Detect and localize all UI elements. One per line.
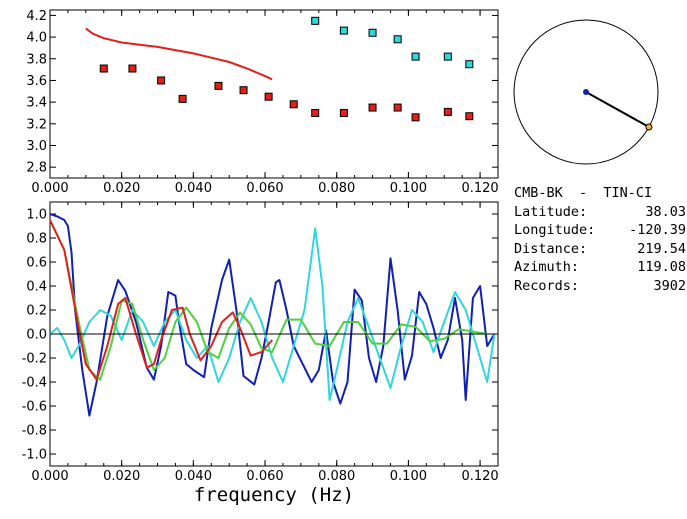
bottom-blue-trace: [49, 213, 496, 417]
top-red-marker: [465, 112, 474, 121]
longitude-value: -120.39: [629, 222, 686, 238]
station-info-panel: CMB-BK - TIN-CI Latitude: 38.03 Longitude…: [514, 184, 686, 295]
top-y-tick-label: 2.8: [26, 161, 47, 176]
top-cyan-marker: [368, 28, 377, 37]
azimuth-circle: [513, 19, 659, 165]
top-red-marker: [128, 64, 137, 73]
bottom-y-tick-label: -0.6: [22, 400, 47, 415]
top-chart: 0.000 0.020 0.040 0.060 0.080 0.100 0.120 2.8 3.…: [26, 9, 498, 196]
bottom-x-tick-label: 0.100: [390, 469, 427, 484]
station-pair-label: CMB-BK - TIN-CI: [514, 185, 653, 201]
bottom-chart-series: [49, 213, 498, 417]
top-red-marker: [264, 92, 273, 101]
top-chart-frame: [49, 9, 499, 179]
top-y-tick-label: 3.6: [26, 74, 47, 89]
records-value: 3902: [653, 277, 686, 294]
bottom-x-tick-label: 0.000: [31, 469, 68, 484]
latitude-label: Latitude:: [514, 203, 588, 220]
top-red-marker: [339, 108, 348, 117]
top-x-tick-label: 0.000: [31, 181, 68, 196]
top-cyan-marker: [393, 35, 402, 44]
latitude-row: Latitude: 38.03: [514, 203, 686, 222]
top-y-tick-label: 3.2: [26, 117, 47, 132]
bottom-y-tick-label: 0.4: [26, 280, 47, 295]
top-chart-axes: 0.000 0.020 0.040 0.060 0.080 0.100 0.120 2.8 3.…: [26, 9, 498, 196]
top-red-marker: [99, 64, 108, 73]
top-y-tick-label: 3.0: [26, 139, 47, 154]
records-row: Records: 3902: [514, 277, 686, 296]
bottom-green-trace: [49, 219, 488, 381]
top-x-tick-label: 0.020: [103, 181, 140, 196]
bottom-y-tick-label: -1.0: [22, 448, 47, 463]
records-label: Records:: [514, 277, 580, 294]
top-cyan-marker: [339, 26, 348, 35]
azimuth-origin-dot: [583, 89, 589, 95]
top-red-curve: [85, 27, 273, 81]
top-x-tick-label: 0.080: [318, 181, 355, 196]
top-cyan-marker: [465, 60, 474, 69]
top-red-marker: [443, 107, 452, 116]
top-cyan-marker: [311, 16, 320, 25]
top-x-tick-label: 0.060: [246, 181, 283, 196]
distance-value: 219.54: [637, 240, 686, 257]
longitude-label: Longitude:: [514, 222, 596, 238]
top-x-tick-label: 0.120: [461, 181, 498, 196]
top-red-marker: [393, 103, 402, 112]
bottom-y-tick-label: 1.0: [26, 208, 47, 223]
top-x-tick-label: 0.100: [390, 181, 427, 196]
top-red-marker: [178, 94, 187, 103]
top-y-tick-label: 4.2: [26, 9, 47, 24]
bottom-x-tick-label: 0.040: [175, 469, 212, 484]
bottom-y-tick-label: -0.8: [22, 424, 47, 439]
top-y-tick-label: 4.0: [26, 31, 47, 46]
top-y-tick-label: 3.8: [26, 52, 47, 67]
bottom-y-tick-label: 0.6: [26, 256, 47, 271]
azimuth-value: 119.08: [637, 259, 686, 275]
bottom-cyan-trace: [49, 227, 496, 401]
top-red-marker: [289, 100, 298, 109]
top-y-tick-label: 3.4: [26, 96, 47, 111]
azimuth-line: [585, 91, 650, 128]
latitude-value: 38.03: [645, 203, 686, 220]
top-red-marker: [368, 103, 377, 112]
bottom-x-tick-label: 0.060: [246, 469, 283, 484]
top-cyan-marker: [443, 52, 452, 61]
longitude-row: Longitude: -120.39: [514, 221, 686, 240]
bottom-x-tick-label: 0.120: [461, 469, 498, 484]
bottom-y-tick-label: -0.4: [22, 376, 47, 391]
azimuth-row: Azimuth: 119.08: [514, 258, 686, 277]
azimuth-endpoint-dot: [645, 123, 653, 131]
top-red-marker: [411, 113, 420, 122]
azimuth-label: Azimuth:: [514, 259, 580, 275]
bottom-y-tick-label: 0.8: [26, 232, 47, 247]
top-cyan-marker: [411, 52, 420, 61]
x-axis-title: frequency (Hz): [194, 484, 354, 506]
top-x-tick-label: 0.040: [175, 181, 212, 196]
bottom-y-tick-label: 0.0: [26, 328, 47, 343]
distance-label: Distance:: [514, 240, 588, 257]
distance-row: Distance: 219.54: [514, 240, 686, 259]
bottom-red-trace: [49, 219, 273, 381]
top-red-marker: [239, 86, 248, 95]
top-red-marker: [157, 76, 166, 85]
azimuth-circle-outline: [513, 19, 659, 165]
bottom-y-tick-label: -0.2: [22, 352, 47, 367]
bottom-x-tick-label: 0.080: [318, 469, 355, 484]
top-red-marker: [311, 108, 320, 117]
bottom-y-tick-label: 0.2: [26, 304, 47, 319]
top-chart-series: [85, 16, 474, 122]
bottom-chart: 0.000 0.020 0.040 0.060 0.080 0.100 0.120 1.0 0.…: [22, 201, 499, 506]
bottom-x-tick-label: 0.020: [103, 469, 140, 484]
bottom-chart-axes: 0.000 0.020 0.040 0.060 0.080 0.100 0.120 1.0 0.…: [22, 202, 499, 484]
top-red-marker: [214, 81, 223, 90]
